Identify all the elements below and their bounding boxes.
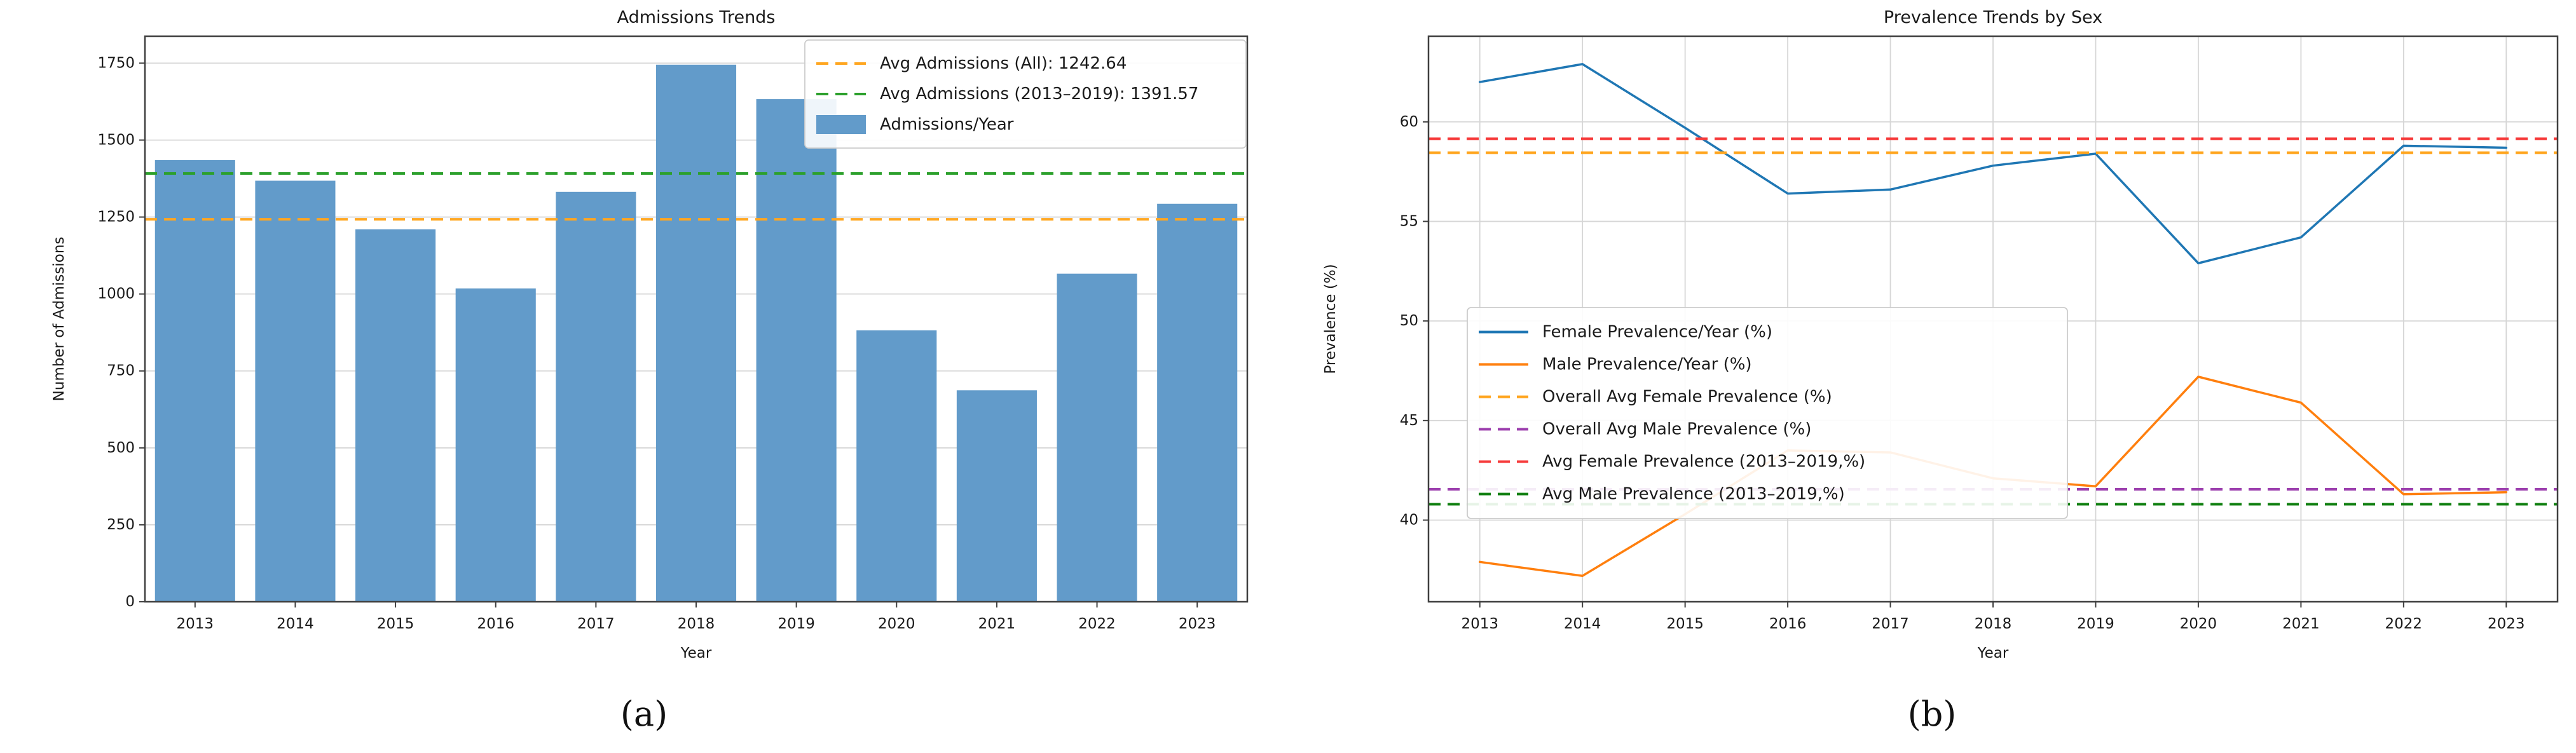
bar-2020 [856,330,937,602]
bar-2017 [556,191,636,602]
bar-2015 [355,229,436,602]
bar-2023 [1157,203,1238,602]
legend-entry: Avg Female Prevalence (2013–2019,%) [1479,452,1865,471]
prevalence-trends-chart: 40 45 50 55 60 2013 2014 2015 2016 2017 2018 2019 20… [1322,8,2559,661]
legend-entry: Avg Admissions (2013–2019): 1391.57 [816,85,1198,104]
legend-entry: Male Prevalence/Year (%) [1479,355,1752,374]
y-tick-label: 1250 [97,209,135,226]
caption-b: (b) [1907,694,1957,734]
x-tick-label: 2020 [878,616,915,632]
x-tick-label: 2017 [1872,616,1909,632]
legend-label: Male Prevalence/Year (%) [1542,355,1752,374]
y-tick-label: 50 [1400,313,1418,329]
legend-label: Admissions/Year [880,115,1014,134]
y-tick-label: 60 [1400,114,1418,130]
bar-2013 [154,159,235,602]
legend-entry: Avg Admissions (All): 1242.64 [816,54,1127,73]
x-axis-label: Year [1977,645,2009,661]
x-tick-label: 2023 [1179,616,1216,632]
x-tick-label: 2021 [978,616,1016,632]
x-tick-label: 2019 [778,616,815,632]
x-tick-label: 2018 [678,616,715,632]
chart-title: Admissions Trends [617,8,776,27]
legend-entry: Avg Male Prevalence (2013–2019,%) [1479,485,1845,504]
y-tick-label: 45 [1400,412,1418,429]
caption-a: (a) [620,694,668,734]
x-tick-label: 2016 [1769,616,1807,632]
x-tick-label: 2022 [1078,616,1116,632]
admissions-trends-chart: 0 250 500 750 1000 1250 1500 1750 2013 2014 2015 20… [51,8,1249,661]
legend-label: Female Prevalence/Year (%) [1542,323,1772,342]
legend-label: Avg Admissions (All): 1242.64 [880,54,1127,73]
x-tick-label: 2019 [2077,616,2114,632]
bar-2016 [455,288,536,602]
legend-label: Overall Avg Female Prevalence (%) [1542,388,1832,407]
y-tick-label: 40 [1400,512,1418,529]
x-tick-label: 2013 [177,616,214,632]
x-tick-label: 2014 [277,616,314,632]
y-axis-label: Prevalence (%) [1322,264,1339,374]
y-tick-label: 500 [107,440,135,456]
legend: Female Prevalence/Year (%) Male Prevalenc… [1467,307,2068,519]
legend-label: Avg Female Prevalence (2013–2019,%) [1542,452,1865,471]
legend-entry: Admissions/Year [816,115,1014,134]
legend-swatch [816,115,866,134]
legend-label: Overall Avg Male Prevalence (%) [1542,420,1811,439]
x-tick-label: 2021 [2282,616,2320,632]
x-tick-label: 2015 [1666,616,1704,632]
bar-2018 [655,64,737,602]
y-tick-label: 0 [125,594,135,610]
bar-2022 [1057,273,1137,602]
bar-2014 [255,180,336,602]
y-tick-label: 750 [107,363,135,379]
legend-entry: Female Prevalence/Year (%) [1479,323,1772,342]
y-tick-label: 1000 [97,286,135,302]
figure-b: 40 45 50 55 60 2013 2014 2015 2016 2017 2018 2019 20… [1288,0,2576,753]
legend-label: Avg Admissions (2013–2019): 1391.57 [880,85,1198,104]
legend-box [1467,307,2068,519]
bar-2021 [956,390,1037,602]
legend: Avg Admissions (All): 1242.64 Avg Admissi… [804,39,1247,149]
y-tick-label: 55 [1400,213,1418,229]
legend-entry: Overall Avg Female Prevalence (%) [1479,388,1832,407]
x-tick-label: 2018 [1975,616,2012,632]
x-axis-label: Year [680,645,712,661]
x-tick-label: 2014 [1564,616,1601,632]
x-tick-label: 2013 [1461,616,1498,632]
series-line [1478,63,2508,265]
x-tick-label: 2020 [2180,616,2217,632]
legend-entry: Overall Avg Male Prevalence (%) [1479,420,1811,439]
x-tick-label: 2015 [377,616,414,632]
y-tick-label: 1750 [97,55,135,71]
y-tick-label: 1500 [97,132,135,148]
x-tick-label: 2017 [577,616,615,632]
x-tick-label: 2022 [2385,616,2423,632]
legend-label: Avg Male Prevalence (2013–2019,%) [1542,485,1845,504]
x-tick-label: 2016 [477,616,514,632]
bar-2019 [756,99,837,602]
x-tick-label: 2023 [2488,616,2525,632]
figure-a: 0 250 500 750 1000 1250 1500 1750 2013 2014 2015 20… [51,8,1249,734]
legend-box [804,39,1247,149]
y-tick-label: 250 [107,517,135,533]
chart-title: Prevalence Trends by Sex [1884,8,2102,27]
y-axis-label: Number of Admissions [51,237,67,402]
